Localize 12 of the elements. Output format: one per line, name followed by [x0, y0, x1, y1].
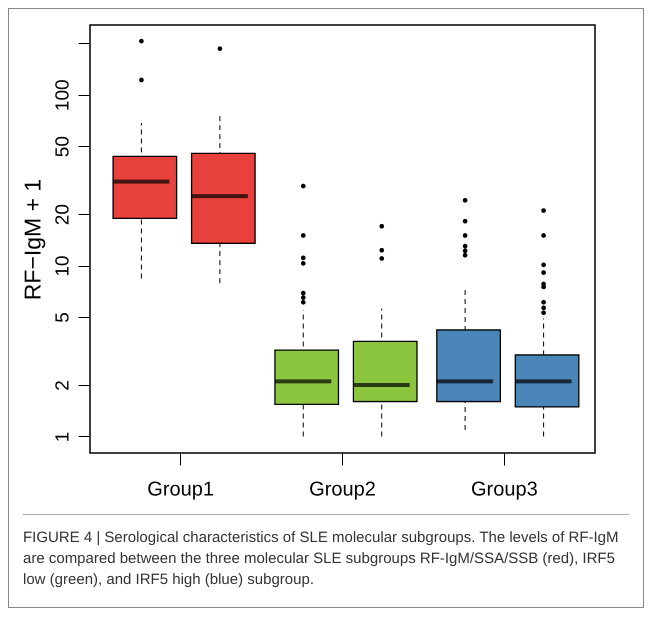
- y-tick-label: 5: [52, 312, 74, 323]
- x-tick-label: Group3: [471, 478, 538, 500]
- y-tick-label: 100: [52, 79, 74, 112]
- caption: FIGURE 4 | Serological characteristics of SLE molecular subgroups. The levels of RF-IgM are compared between the three molecular SLE subgroups RF-IgM/SSA/SSB (red), IRF5 low (green), and IRF5 high (blue) subgroup.: [23, 528, 620, 590]
- y-tick-label: 1: [52, 432, 74, 442]
- x-tick-label: Group1: [147, 478, 214, 500]
- y-axis-title: RF−IgM + 1: [20, 178, 46, 300]
- y-tick-label: 10: [52, 256, 74, 277]
- y-tick-label: 50: [52, 136, 74, 158]
- y-tick-label: 2: [52, 380, 74, 391]
- x-tick-label: Group2: [309, 478, 376, 500]
- y-tick-label: 20: [52, 204, 74, 226]
